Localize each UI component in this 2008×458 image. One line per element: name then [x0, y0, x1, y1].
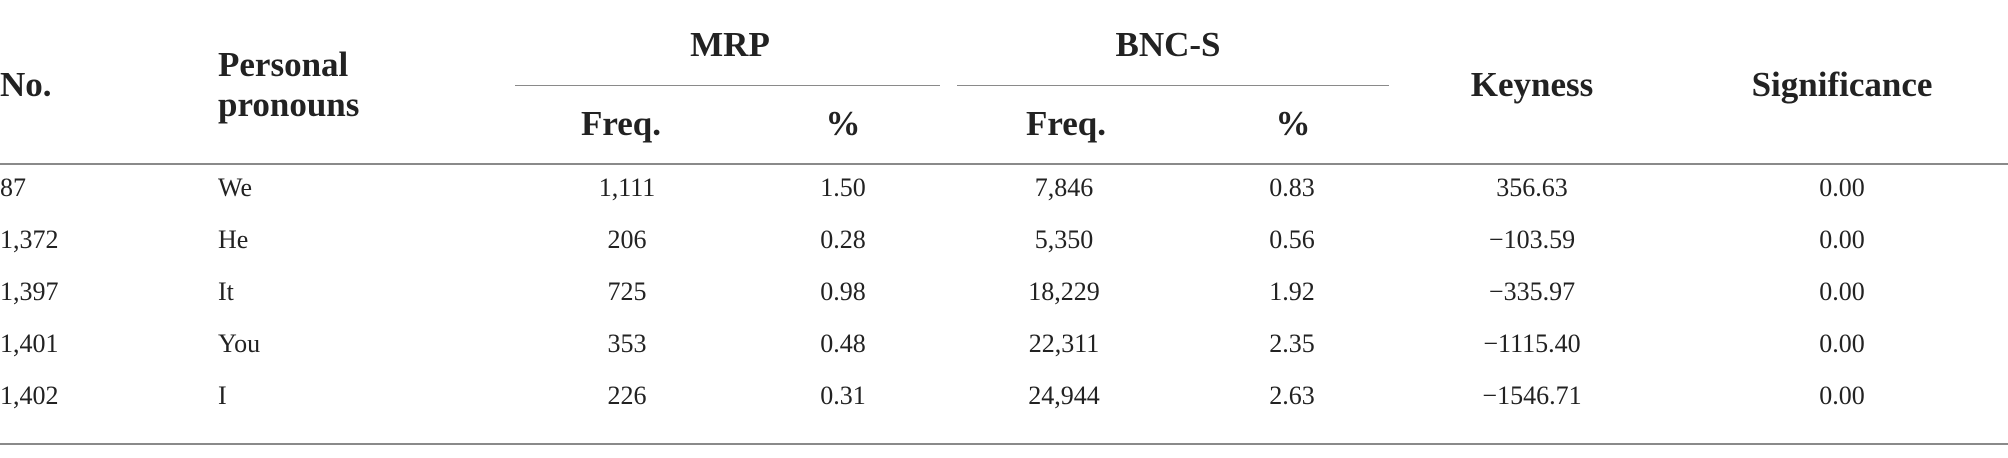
cell-significance: 0.00 [1819, 173, 1865, 202]
header-significance: Significance [1751, 65, 1933, 104]
header-mrp-freq: Freq. [580, 104, 662, 143]
cell-no: 1,397 [0, 277, 59, 306]
cell-no: 1,372 [0, 225, 59, 254]
cell-bnc-freq: 22,311 [1028, 329, 1100, 358]
cell-mrp-freq: 1,111 [598, 173, 656, 202]
table-row: 87 We 1,111 1.50 7,846 0.83 356.63 0.00 [0, 172, 2008, 224]
header-bnc-freq: Freq. [1025, 104, 1107, 143]
cell-pronoun: You [218, 329, 261, 358]
cell-keyness: −1115.40 [1483, 329, 1581, 358]
cell-keyness: 356.63 [1496, 173, 1568, 202]
header-no: No. [0, 65, 52, 104]
cell-bnc-pct: 1.92 [1269, 277, 1315, 306]
header-bottom-rule [0, 163, 2008, 165]
mrp-group-rule [515, 85, 940, 86]
table-row: 1,401 You 353 0.48 22,311 2.35 −1115.40 … [0, 328, 2008, 380]
cell-mrp-pct: 0.98 [820, 277, 866, 306]
cell-pronoun: We [218, 173, 252, 202]
table-row: 1,372 He 206 0.28 5,350 0.56 −103.59 0.0… [0, 224, 2008, 276]
cell-significance: 0.00 [1819, 381, 1865, 410]
cell-mrp-freq: 353 [607, 329, 647, 358]
cell-bnc-freq: 24,944 [1028, 381, 1100, 410]
cell-bnc-freq: 7,846 [1034, 173, 1094, 202]
header-mrp-pct: % [825, 104, 861, 143]
cell-mrp-freq: 226 [607, 381, 647, 410]
cell-no: 1,402 [0, 381, 59, 410]
header-group-mrp: MRP [690, 25, 770, 64]
header-pronouns-line2: pronouns [218, 85, 360, 124]
cell-keyness: −1546.71 [1482, 381, 1582, 410]
cell-mrp-freq: 206 [607, 225, 647, 254]
cell-pronoun: He [218, 225, 249, 254]
cell-mrp-pct: 0.31 [820, 381, 866, 410]
cell-significance: 0.00 [1819, 225, 1865, 254]
cell-keyness: −335.97 [1488, 277, 1576, 306]
cell-significance: 0.00 [1819, 329, 1865, 358]
header-keyness: Keyness [1470, 65, 1594, 104]
cell-pronoun: It [218, 277, 234, 306]
cell-mrp-pct: 0.28 [820, 225, 866, 254]
cell-no: 1,401 [0, 329, 59, 358]
header-bnc-pct: % [1275, 104, 1311, 143]
cell-mrp-freq: 725 [607, 277, 647, 306]
header-group-bnc: BNC-S [1115, 25, 1221, 64]
cell-mrp-pct: 1.50 [820, 173, 866, 202]
cell-mrp-pct: 0.48 [820, 329, 866, 358]
cell-no: 87 [0, 173, 26, 202]
cell-keyness: −103.59 [1488, 225, 1576, 254]
cell-bnc-pct: 0.83 [1269, 173, 1315, 202]
cell-bnc-freq: 5,350 [1034, 225, 1094, 254]
cell-bnc-pct: 2.35 [1269, 329, 1315, 358]
bnc-group-rule [957, 85, 1389, 86]
cell-bnc-pct: 0.56 [1269, 225, 1315, 254]
cell-bnc-pct: 2.63 [1269, 381, 1315, 410]
table-bottom-rule [0, 443, 2008, 445]
cell-pronoun: I [218, 381, 227, 410]
table-row: 1,402 I 226 0.31 24,944 2.63 −1546.71 0.… [0, 380, 2008, 432]
cell-significance: 0.00 [1819, 277, 1865, 306]
cell-bnc-freq: 18,229 [1028, 277, 1100, 306]
header-pronouns-line1: Personal [218, 45, 349, 84]
table-row: 1,397 It 725 0.98 18,229 1.92 −335.97 0.… [0, 276, 2008, 328]
